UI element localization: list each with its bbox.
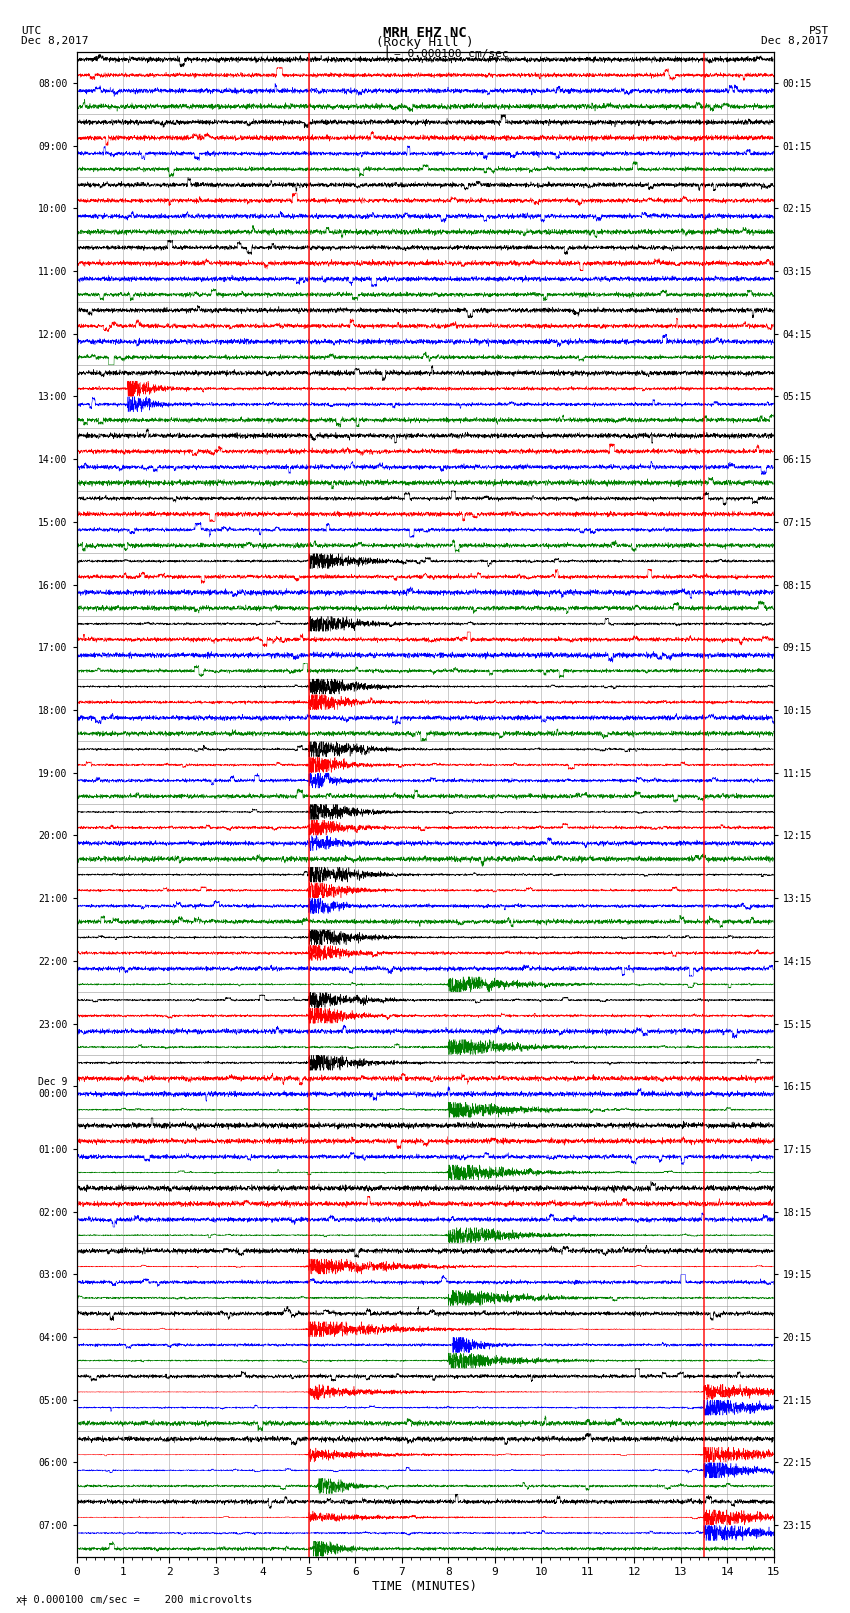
Text: = 0.000100 cm/sec =    200 microvolts: = 0.000100 cm/sec = 200 microvolts [21,1595,252,1605]
Text: (Rocky Hill ): (Rocky Hill ) [377,35,473,50]
Text: |: | [382,45,391,58]
Text: UTC: UTC [21,26,42,37]
Text: = 0.000100 cm/sec: = 0.000100 cm/sec [394,48,508,58]
X-axis label: TIME (MINUTES): TIME (MINUTES) [372,1579,478,1592]
Text: Dec 8,2017: Dec 8,2017 [21,35,88,45]
Text: Dec 8,2017: Dec 8,2017 [762,35,829,45]
Text: MRH EHZ NC: MRH EHZ NC [383,26,467,39]
Text: x|: x| [15,1594,28,1605]
Text: PST: PST [808,26,829,37]
